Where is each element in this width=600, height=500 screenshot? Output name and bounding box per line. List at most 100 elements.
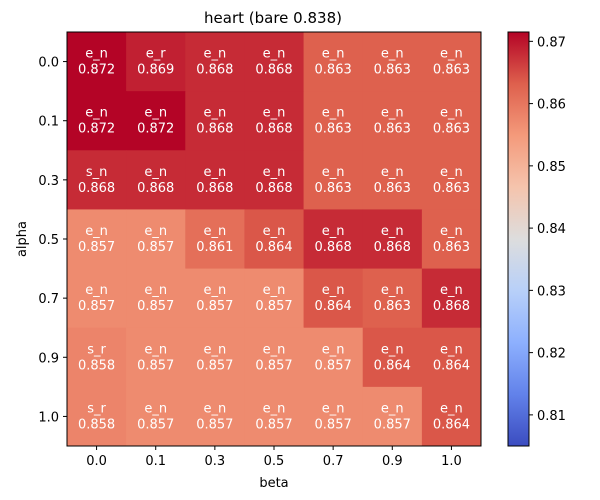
cell-value-label: 0.868 (255, 122, 292, 137)
cell-value-label: 0.857 (196, 358, 233, 373)
heatmap-cell (126, 327, 186, 388)
cell-value-label: 0.872 (78, 122, 115, 137)
cell-method-label: e_n (263, 224, 286, 239)
heatmap-cell (362, 327, 423, 388)
colorbar-tick-label: 0.87 (537, 35, 566, 50)
heatmap-cell (126, 32, 186, 92)
heatmap-cell (303, 209, 364, 270)
cell-method-label: e_n (85, 106, 108, 121)
heatmap-cell (421, 91, 482, 151)
cell-value-label: 0.864 (315, 299, 352, 314)
cell-value-label: 0.863 (374, 181, 411, 196)
cell-value-label: 0.857 (315, 358, 352, 373)
cell-value-label: 0.868 (196, 181, 233, 196)
x-tick-label: 0.1 (145, 454, 166, 469)
cell-method-label: e_n (203, 224, 226, 239)
colorbar-tick-label: 0.81 (537, 409, 566, 424)
colorbar-tick-label: 0.83 (537, 284, 566, 299)
heatmap-cell (126, 268, 186, 329)
colorbar-tick-label: 0.85 (537, 160, 566, 175)
cell-method-label: e_n (203, 401, 226, 416)
heatmap-cell (362, 150, 423, 210)
cell-method-label: e_n (381, 165, 404, 180)
heatmap-cell (126, 386, 186, 447)
cell-method-label: e_n (440, 401, 463, 416)
heatmap-cell (185, 386, 245, 447)
cell-value-label: 0.863 (315, 122, 352, 137)
cell-method-label: e_n (263, 283, 286, 298)
cell-value-label: 0.864 (255, 240, 292, 255)
heatmap-cell (67, 91, 127, 151)
cell-method-label: e_n (440, 165, 463, 180)
cell-method-label: e_n (381, 401, 404, 416)
heatmap-cell (67, 386, 127, 447)
cell-value-label: 0.857 (196, 417, 233, 432)
heatmap-cell (421, 150, 482, 210)
heatmap-cell (185, 327, 245, 388)
cell-method-label: e_n (440, 224, 463, 239)
cell-method-label: e_n (381, 224, 404, 239)
cell-value-label: 0.863 (374, 299, 411, 314)
cell-method-label: e_n (440, 342, 463, 357)
heatmap-cell (421, 268, 482, 329)
heatmap-cell (362, 91, 423, 151)
chart-title: heart (bare 0.838) (204, 9, 342, 27)
cell-method-label: e_n (381, 47, 404, 62)
heatmap-cell (67, 150, 127, 210)
y-tick-label: 0.0 (38, 56, 59, 71)
heatmap-cell (421, 327, 482, 388)
cell-method-label: e_n (322, 342, 345, 357)
heatmap-cell (244, 327, 305, 388)
heatmap-cell (185, 209, 245, 270)
x-axis-label: beta (259, 476, 288, 491)
cell-value-label: 0.872 (137, 122, 174, 137)
cell-value-label: 0.857 (78, 240, 115, 255)
cell-method-label: e_n (440, 106, 463, 121)
cell-method-label: e_n (144, 106, 167, 121)
cell-value-label: 0.863 (315, 63, 352, 78)
cell-value-label: 0.868 (78, 181, 115, 196)
heatmap-cell (421, 209, 482, 270)
heatmap-cell (244, 268, 305, 329)
cell-value-label: 0.868 (196, 63, 233, 78)
cell-value-label: 0.857 (137, 240, 174, 255)
cell-method-label: e_n (85, 283, 108, 298)
x-tick-label: 0.3 (205, 454, 226, 469)
heatmap-cell (126, 209, 186, 270)
cell-method-label: e_n (440, 47, 463, 62)
cell-method-label: e_n (263, 342, 286, 357)
cell-value-label: 0.868 (433, 299, 470, 314)
y-tick-label: 0.3 (38, 174, 59, 189)
y-axis-label: alpha (15, 221, 30, 257)
y-tick-label: 0.5 (38, 233, 59, 248)
cell-value-label: 0.864 (374, 358, 411, 373)
heatmap-cell (185, 32, 245, 92)
cell-value-label: 0.868 (255, 181, 292, 196)
cell-value-label: 0.857 (374, 417, 411, 432)
heatmap-cell (126, 91, 186, 151)
cell-value-label: 0.857 (137, 299, 174, 314)
colorbar-gradient (507, 31, 530, 447)
cell-value-label: 0.858 (78, 417, 115, 432)
cell-method-label: e_n (203, 283, 226, 298)
cell-value-label: 0.857 (196, 299, 233, 314)
cell-method-label: e_n (263, 106, 286, 121)
heatmap-cells: e_n0.872e_r0.869e_n0.868e_n0.868e_n0.863… (67, 32, 482, 447)
cell-method-label: e_n (203, 47, 226, 62)
x-tick-label: 0.0 (86, 454, 107, 469)
cell-method-label: e_n (322, 401, 345, 416)
heatmap-cell (303, 150, 364, 210)
x-axis-ticks: 0.0 0.1 0.3 0.5 0.7 0.9 1.0 (86, 446, 462, 469)
cell-value-label: 0.861 (196, 240, 233, 255)
heatmap-cell (244, 32, 305, 92)
cell-value-label: 0.869 (137, 63, 174, 78)
cell-value-label: 0.863 (433, 122, 470, 137)
cell-method-label: e_n (263, 165, 286, 180)
heatmap-cell (362, 268, 423, 329)
cell-value-label: 0.868 (137, 181, 174, 196)
x-tick-label: 0.7 (323, 454, 344, 469)
cell-method-label: e_n (144, 283, 167, 298)
heatmap-cell (244, 209, 305, 270)
heatmap-cell (67, 268, 127, 329)
heatmap-cell (362, 386, 423, 447)
